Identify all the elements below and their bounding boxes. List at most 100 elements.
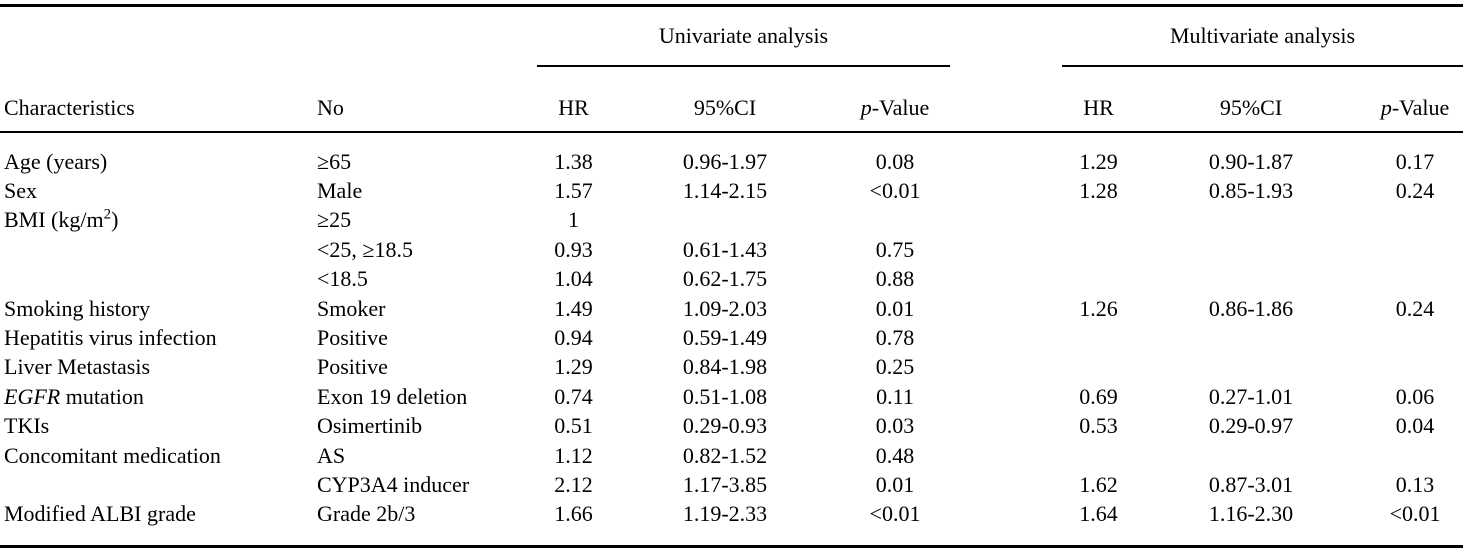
cell-gap xyxy=(950,382,1062,411)
cell-characteristic xyxy=(0,265,313,294)
cell-multivariate-hr: 0.53 xyxy=(1079,413,1118,439)
group-header-univariate: Univariate analysis xyxy=(537,5,951,67)
cell-univariate-ci: 1.14-2.15 xyxy=(682,178,768,204)
cell-no: Grade 2b/3 xyxy=(317,501,416,527)
cell-multivariate-hr: 1.29 xyxy=(1079,148,1118,174)
cell-characteristic xyxy=(0,470,313,499)
cell-no: <25, ≥18.5 xyxy=(317,236,413,262)
cell-characteristic: Liver Metastasis xyxy=(4,354,151,380)
table-row: Modified ALBI grade Grade 2b/3 1.66 1.19-2.… xyxy=(0,500,1463,547)
cell-multivariate-hr xyxy=(1062,206,1135,235)
cell-multivariate-ci: 0.29-0.97 xyxy=(1208,413,1294,439)
cell-gap xyxy=(950,500,1062,547)
cell-univariate-p: 0.78 xyxy=(875,325,915,351)
cell-univariate-ci: 0.96-1.97 xyxy=(682,148,768,174)
cell-univariate-hr: 1.66 xyxy=(554,501,593,527)
cell-univariate-hr: 1 xyxy=(568,207,579,233)
cell-no: Smoker xyxy=(317,295,386,321)
cell-characteristic: Modified ALBI grade xyxy=(4,501,196,527)
cell-univariate-p: 0.48 xyxy=(875,442,915,468)
cell-univariate-ci: 1.09-2.03 xyxy=(682,295,768,321)
cell-gap xyxy=(950,132,1062,176)
cell-multivariate-hr: 1.64 xyxy=(1079,501,1118,527)
cell-univariate-p xyxy=(840,206,950,235)
cell-multivariate-hr xyxy=(1062,265,1135,294)
cell-multivariate-p: 0.17 xyxy=(1395,148,1435,174)
group-header-gap xyxy=(950,6,1062,67)
cell-multivariate-p: 0.24 xyxy=(1395,295,1435,321)
cell-multivariate-p xyxy=(1367,265,1463,294)
cox-regression-table: Univariate analysis Multivariate analysi… xyxy=(0,4,1463,548)
cell-multivariate-p: 0.24 xyxy=(1395,178,1435,204)
cell-multivariate-hr: 0.69 xyxy=(1079,383,1118,409)
group-header-multivariate: Multivariate analysis xyxy=(1062,5,1463,67)
cell-univariate-p: 0.88 xyxy=(875,266,915,292)
table-header: Univariate analysis Multivariate analysi… xyxy=(0,5,1463,133)
cell-no: Male xyxy=(317,178,363,204)
cell-multivariate-hr xyxy=(1062,323,1135,352)
cell-gap xyxy=(950,235,1062,264)
cell-characteristic: Hepatitis virus infection xyxy=(4,325,217,351)
cell-univariate-ci xyxy=(610,206,840,235)
column-header-row: Characteristics No HR 95%CI p-Value HR 9… xyxy=(0,66,1463,133)
cell-multivariate-hr: 1.62 xyxy=(1079,471,1118,497)
cell-multivariate-p: 0.13 xyxy=(1395,471,1435,497)
cell-multivariate-ci: 0.90-1.87 xyxy=(1208,148,1294,174)
cell-univariate-hr: 1.12 xyxy=(554,442,593,468)
cell-no: <18.5 xyxy=(317,266,368,292)
cell-univariate-ci: 0.51-1.08 xyxy=(682,383,768,409)
cell-no: Positive xyxy=(317,354,388,380)
col-header-no: No xyxy=(313,66,537,133)
cell-univariate-ci: 1.17-3.85 xyxy=(682,471,768,497)
cell-univariate-p: <0.01 xyxy=(869,501,921,527)
cell-univariate-ci: 0.62-1.75 xyxy=(682,266,768,292)
col-header-characteristics: Characteristics xyxy=(0,66,313,133)
cell-multivariate-p xyxy=(1367,206,1463,235)
cell-no: AS xyxy=(317,442,346,468)
cell-gap xyxy=(950,353,1062,382)
cell-univariate-p: 0.08 xyxy=(875,148,915,174)
cell-characteristic: Concomitant medication xyxy=(4,442,221,468)
cell-univariate-hr: 2.12 xyxy=(554,471,593,497)
cell-univariate-hr: 1.49 xyxy=(554,295,593,321)
cell-univariate-p: 0.01 xyxy=(875,295,915,321)
col-header-univariate-ci: 95%CI xyxy=(610,66,840,133)
cell-univariate-hr: 0.51 xyxy=(554,413,593,439)
cell-multivariate-ci xyxy=(1135,323,1367,352)
col-header-multivariate-ci: 95%CI xyxy=(1135,66,1368,133)
cell-characteristic xyxy=(0,235,313,264)
cell-multivariate-ci: 0.87-3.01 xyxy=(1208,471,1294,497)
cell-gap xyxy=(950,323,1062,352)
cell-univariate-p: 0.11 xyxy=(876,383,914,409)
cell-univariate-hr: 1.38 xyxy=(554,148,593,174)
cell-no: CYP3A4 inducer xyxy=(317,471,470,497)
cell-univariate-ci: 0.82-1.52 xyxy=(682,442,768,468)
cell-characteristic: Sex xyxy=(4,178,37,204)
table-body: Age (years) ≥65 1.38 0.96-1.97 0.08 1.29 0.90-… xyxy=(0,132,1463,547)
col-header-gap xyxy=(950,66,1063,133)
table-row: <25, ≥18.5 0.93 0.61-1.43 0.75 xyxy=(0,235,1463,264)
cell-multivariate-p xyxy=(1367,323,1463,352)
cell-no: Positive xyxy=(317,325,388,351)
cell-multivariate-ci xyxy=(1135,206,1367,235)
cell-no: Exon 19 deletion xyxy=(317,383,468,409)
table-row: Liver Metastasis Positive 1.29 0.84-1.98 0.2… xyxy=(0,353,1463,382)
cell-no: ≥65 xyxy=(317,148,352,174)
cell-univariate-ci: 0.84-1.98 xyxy=(682,354,768,380)
cell-multivariate-p: 0.04 xyxy=(1395,413,1435,439)
col-header-univariate-hr: HR xyxy=(537,66,610,133)
cell-univariate-ci: 0.29-0.93 xyxy=(682,413,768,439)
cell-multivariate-ci xyxy=(1135,265,1367,294)
table-row: Sex Male 1.57 1.14-2.15 <0.01 1.28 0.85-1.93 0.… xyxy=(0,176,1463,205)
cell-multivariate-ci xyxy=(1135,353,1367,382)
table-row: EGFR mutation Exon 19 deletion 0.74 0.51-1.… xyxy=(0,382,1463,411)
cell-characteristic: TKIs xyxy=(4,413,50,439)
cell-multivariate-hr: 1.28 xyxy=(1079,178,1118,204)
cell-multivariate-p: <0.01 xyxy=(1389,501,1441,527)
table-row: Hepatitis virus infection Positive 0.94 0.5… xyxy=(0,323,1463,352)
cell-multivariate-ci xyxy=(1135,441,1367,470)
cell-characteristic: BMI (kg/m2) xyxy=(4,207,119,233)
table-row: BMI (kg/m2) ≥25 1 xyxy=(0,206,1463,235)
cell-gap xyxy=(950,470,1062,499)
group-header-empty-characteristics xyxy=(0,6,313,67)
